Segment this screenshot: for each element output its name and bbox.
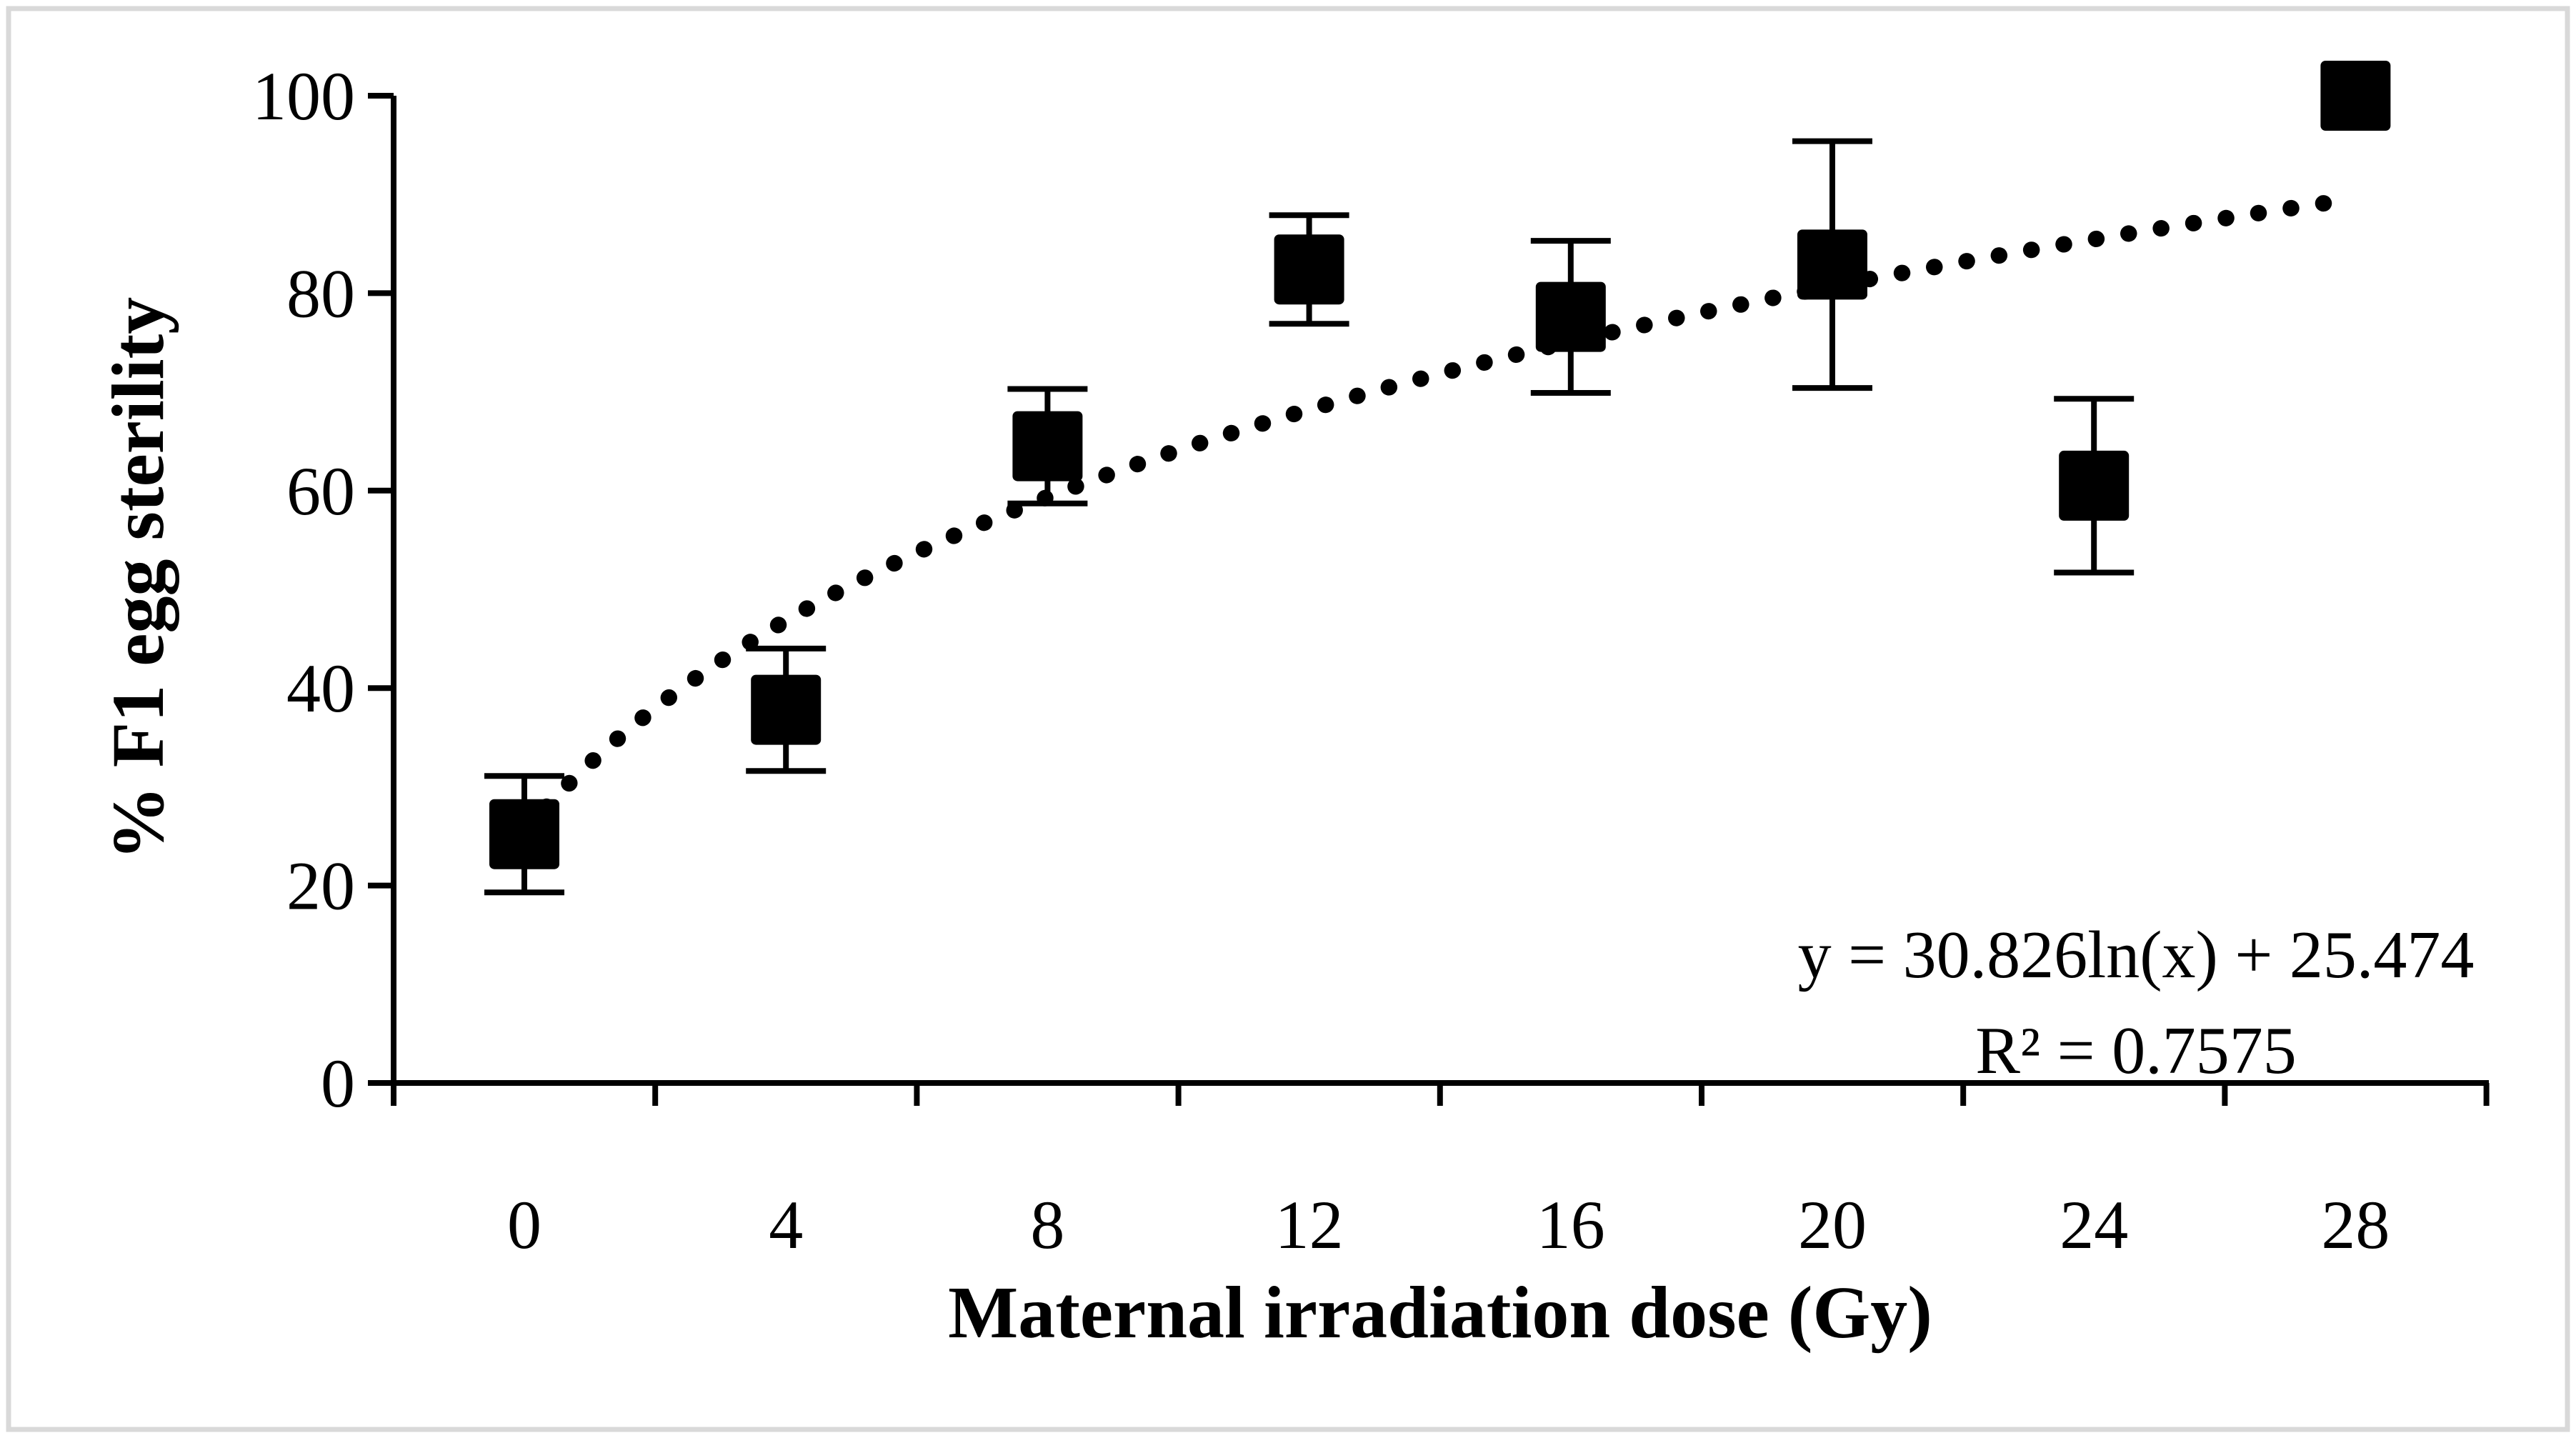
- trendline-equation-label: y = 30.826ln(x) + 25.474: [1798, 918, 2475, 992]
- x-tick-label: 24: [2060, 1187, 2128, 1263]
- x-tick-label: 20: [1798, 1187, 1867, 1263]
- axes: [368, 93, 2490, 1106]
- r-squared-label: R² = 0.7575: [1975, 1014, 2296, 1088]
- data-points: [484, 61, 2391, 896]
- x-tick-label: 0: [507, 1187, 541, 1263]
- data-point-marker: [1274, 234, 1344, 305]
- data-point-marker: [2059, 450, 2130, 521]
- x-axis-title: Maternal irradiation dose (Gy): [948, 1272, 1932, 1354]
- x-tick-label: 12: [1275, 1187, 1344, 1263]
- data-point-marker: [1535, 281, 1606, 352]
- y-tick-label: 40: [286, 650, 355, 727]
- y-tick-label: 80: [286, 255, 355, 331]
- tick-labels: 0 20 40 60 80 100 0 4 8 12 16 20 24 28: [252, 58, 2390, 1263]
- trendline-path: [516, 190, 2364, 840]
- data-point-marker: [489, 799, 559, 869]
- data-point-marker: [2320, 61, 2391, 131]
- y-tick-label: 0: [321, 1045, 355, 1122]
- data-point-marker: [1012, 411, 1083, 481]
- y-tick-label: 100: [252, 58, 355, 134]
- y-tick-label: 20: [286, 848, 355, 924]
- y-tick-label: 60: [286, 453, 355, 529]
- data-point-marker: [1797, 229, 1867, 300]
- trendline-dotted: [516, 190, 2364, 840]
- x-tick-label: 16: [1537, 1187, 1605, 1263]
- data-point-marker: [751, 674, 822, 745]
- y-axis-title: % F1 egg sterility: [97, 297, 179, 860]
- x-tick-label: 28: [2321, 1187, 2390, 1263]
- x-tick-label: 4: [769, 1187, 803, 1263]
- x-tick-label: 8: [1030, 1187, 1064, 1263]
